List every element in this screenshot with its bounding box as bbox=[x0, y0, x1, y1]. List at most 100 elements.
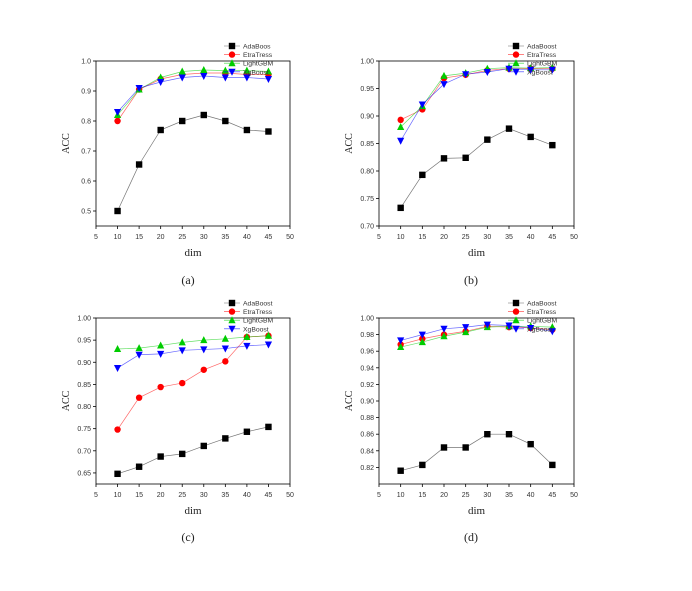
x-tick-label: 35 bbox=[505, 492, 513, 499]
series-etratress bbox=[114, 332, 272, 433]
legend-label: AdaBoos bbox=[243, 44, 271, 51]
data-point bbox=[114, 470, 121, 478]
y-tick-label: 0.86 bbox=[360, 432, 374, 439]
legend-marker bbox=[512, 308, 520, 315]
series-line bbox=[117, 344, 269, 369]
panel-caption: (a) bbox=[181, 273, 194, 287]
data-point bbox=[418, 101, 426, 109]
panel-caption: (d) bbox=[464, 530, 478, 544]
legend-marker bbox=[228, 59, 236, 67]
series-xgboost bbox=[113, 341, 273, 373]
data-point bbox=[264, 67, 273, 75]
data-point bbox=[135, 351, 143, 359]
data-point bbox=[397, 204, 404, 212]
x-tick-label: 15 bbox=[418, 492, 426, 499]
y-tick-label: 0.90 bbox=[77, 360, 91, 367]
x-tick-label: 5 bbox=[94, 234, 98, 241]
data-point bbox=[113, 365, 122, 373]
data-point bbox=[440, 444, 448, 451]
x-tick-label: 20 bbox=[157, 234, 165, 241]
legend-marker bbox=[228, 299, 236, 307]
series-adaboos bbox=[114, 111, 272, 215]
legend-marker bbox=[512, 299, 520, 307]
series-lightgbm bbox=[113, 331, 273, 352]
data-point bbox=[548, 328, 556, 336]
data-point bbox=[157, 79, 165, 86]
legend-label: EtraTress bbox=[243, 52, 273, 59]
y-tick-label: 0.90 bbox=[360, 114, 374, 121]
x-tick-label: 5 bbox=[377, 492, 381, 499]
x-tick-label: 25 bbox=[462, 234, 470, 241]
data-point bbox=[483, 321, 491, 329]
data-point bbox=[222, 117, 229, 125]
data-point bbox=[243, 342, 251, 350]
x-tick-label: 50 bbox=[570, 492, 578, 499]
data-point bbox=[178, 338, 186, 346]
x-tick-label: 15 bbox=[418, 234, 426, 241]
data-point bbox=[200, 366, 207, 373]
x-tick-label: 10 bbox=[397, 234, 405, 241]
data-point bbox=[200, 336, 208, 344]
plot-frame bbox=[378, 317, 575, 485]
plot-frame bbox=[378, 60, 575, 227]
y-tick-label: 0.7 bbox=[81, 149, 91, 156]
series-line bbox=[400, 68, 553, 121]
data-point bbox=[419, 171, 426, 179]
y-tick-label: 0.5 bbox=[81, 209, 91, 216]
x-tick-label: 20 bbox=[440, 234, 448, 241]
x-axis-label: dim bbox=[184, 505, 202, 517]
y-tick-label: 0.75 bbox=[77, 426, 91, 433]
panel-caption: (c) bbox=[181, 530, 194, 544]
data-point bbox=[505, 431, 513, 438]
y-tick-label: 0.8 bbox=[81, 119, 91, 126]
data-point bbox=[265, 423, 272, 431]
y-tick-label: 0.90 bbox=[360, 399, 374, 406]
y-tick-label: 0.96 bbox=[360, 349, 374, 356]
series-xgboost bbox=[397, 321, 556, 345]
legend-label: EtraTress bbox=[527, 309, 557, 316]
legend-marker bbox=[228, 308, 236, 315]
y-tick-label: 0.65 bbox=[77, 470, 91, 477]
x-tick-label: 10 bbox=[114, 492, 122, 499]
data-point bbox=[418, 331, 426, 339]
legend-label: AdaBoost bbox=[243, 301, 273, 308]
data-point bbox=[397, 337, 405, 345]
y-tick-label: 0.6 bbox=[81, 179, 91, 186]
x-tick-label: 20 bbox=[440, 492, 448, 499]
x-tick-label: 5 bbox=[94, 492, 98, 499]
data-point bbox=[157, 341, 165, 349]
x-tick-label: 25 bbox=[178, 234, 186, 241]
y-axis-label: ACC bbox=[344, 390, 355, 411]
x-tick-label: 40 bbox=[527, 492, 535, 499]
data-point bbox=[462, 444, 469, 451]
y-tick-label: 0.98 bbox=[360, 332, 374, 339]
x-tick-label: 10 bbox=[397, 492, 405, 499]
data-point bbox=[243, 126, 251, 134]
data-point bbox=[527, 133, 534, 141]
data-point bbox=[462, 328, 470, 336]
data-point bbox=[397, 343, 405, 351]
x-tick-label: 45 bbox=[265, 492, 273, 499]
y-tick-label: 0.9 bbox=[81, 89, 91, 96]
data-point bbox=[200, 442, 207, 450]
x-axis-label: dim bbox=[468, 247, 486, 259]
data-point bbox=[484, 136, 491, 143]
data-point bbox=[178, 67, 186, 75]
data-point bbox=[397, 137, 405, 145]
series-adaboost bbox=[397, 431, 556, 474]
legend-marker bbox=[228, 42, 236, 50]
data-point bbox=[265, 128, 272, 135]
data-point bbox=[440, 155, 448, 162]
x-tick-label: 45 bbox=[265, 234, 273, 241]
data-point bbox=[200, 346, 208, 354]
legend-label: XgBoost bbox=[243, 326, 269, 333]
data-point bbox=[178, 347, 186, 355]
x-tick-label: 30 bbox=[200, 234, 208, 241]
series-line bbox=[117, 75, 269, 113]
legend-marker bbox=[228, 68, 236, 76]
y-tick-label: 0.70 bbox=[360, 224, 374, 231]
legend-label: LightGBM bbox=[243, 318, 274, 325]
x-tick-label: 30 bbox=[483, 234, 491, 241]
data-point bbox=[221, 66, 229, 74]
